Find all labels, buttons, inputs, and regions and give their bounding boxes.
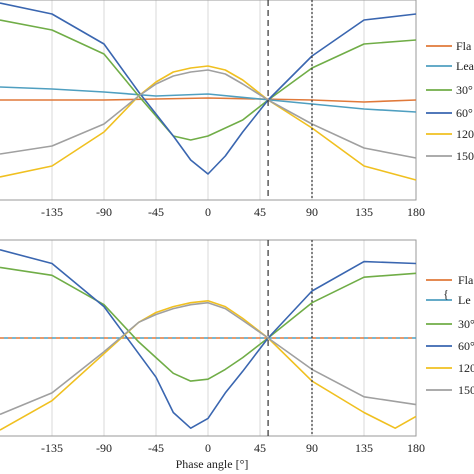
series-line-Lea: [0, 86, 417, 113]
x-tick-label: 90: [306, 441, 318, 455]
x-tick-label: 0: [205, 441, 211, 455]
x-tick-label: -45: [148, 441, 164, 455]
chart-panel-1: -135 -90 -45 0 45 90 135 180 Fla Lea 30° 60° 120 150: [0, 0, 474, 219]
legend-label: 30°: [456, 83, 473, 97]
x-tick-label: -135: [41, 205, 63, 219]
series-line-120: [0, 300, 417, 431]
legend-label: 30°: [458, 317, 474, 331]
legend-label: Fla: [456, 39, 472, 53]
legend-item: 60°: [426, 106, 473, 120]
legend: Fla Le 30° 60° 120 150 {: [426, 273, 474, 397]
x-tick-label: 180: [407, 441, 425, 455]
x-tick-label: 135: [355, 441, 373, 455]
x-tick-label: -45: [148, 205, 164, 219]
legend-label: Le: [458, 293, 471, 307]
legend-item: 30°: [426, 317, 474, 331]
legend-label: Fla: [458, 273, 474, 287]
series-line-Fla: [0, 97, 417, 103]
series-line-150: [0, 69, 417, 159]
x-tick-label: 90: [306, 205, 318, 219]
x-tick-label: 135: [355, 205, 373, 219]
x-tick-label: -90: [96, 205, 112, 219]
legend-label: 120: [458, 361, 474, 375]
legend-label: 60°: [458, 339, 474, 353]
legend-item: Fla: [426, 39, 472, 53]
legend-label: 60°: [456, 106, 473, 120]
x-tick-label: 45: [254, 205, 266, 219]
series-line-120: [0, 65, 417, 181]
legend-label: 150: [456, 149, 474, 163]
x-tick-label: -135: [41, 441, 63, 455]
legend-item: Lea: [426, 59, 474, 73]
x-tick-label: 180: [407, 205, 425, 219]
series-line-150: [0, 301, 417, 416]
series-line-30: [0, 266, 417, 382]
legend-item: 120: [426, 127, 474, 141]
legend-item: 150: [426, 383, 474, 397]
legend-label: 120: [456, 127, 474, 141]
legend-item: 150: [426, 149, 474, 163]
legend-label: Lea: [456, 59, 474, 73]
legend: Fla Lea 30° 60° 120 150: [426, 39, 474, 163]
legend-item: 60°: [426, 339, 474, 353]
chart-panel-2: -135 -90 -45 0 45 90 135 180 Phase angle [°] Fla L…: [0, 239, 474, 471]
series-line-60: [0, 2, 417, 175]
legend-brace: {: [443, 287, 449, 301]
legend-item: Fla: [426, 273, 474, 287]
series-line-60: [0, 249, 417, 429]
legend-label: 150: [458, 383, 474, 397]
x-tick-label: 0: [205, 205, 211, 219]
legend-item: 120: [426, 361, 474, 375]
legend-item: 30°: [426, 83, 473, 97]
x-tick-label: 45: [254, 441, 266, 455]
x-axis-label: Phase angle [°]: [176, 457, 249, 471]
legend-item: Le: [426, 293, 471, 307]
x-tick-label: -90: [96, 441, 112, 455]
